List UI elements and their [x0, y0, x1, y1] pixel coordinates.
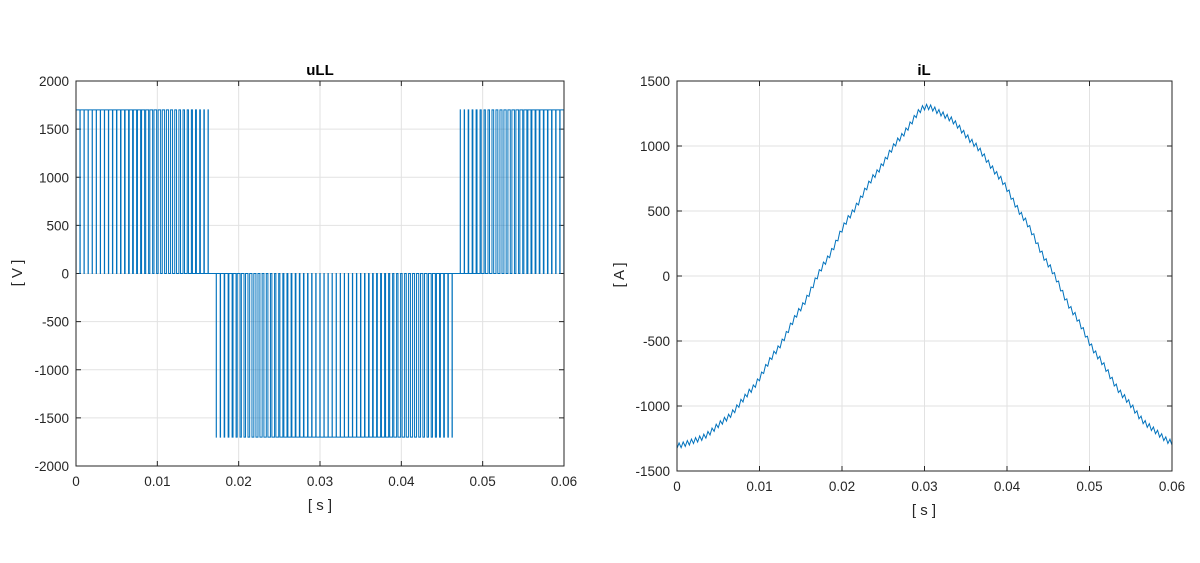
y-tick-label: 0: [61, 267, 69, 282]
ull-series-line: [75, 109, 565, 438]
x-tick-label: 0: [72, 474, 80, 489]
x-tick-label: 0.01: [144, 474, 170, 489]
y-tick-label: -500: [42, 315, 69, 330]
y-tick-label: 1500: [39, 122, 69, 137]
x-tick-label: 0.04: [388, 474, 415, 489]
x-tick-label: 0.03: [307, 474, 333, 489]
chart-il: 0 0.01 0.02 0.03 0.04 0.05 0.06 1500 1000 500 0 -5…: [611, 62, 1185, 519]
y-tick-label: -1500: [34, 411, 69, 426]
y-tick-label: 500: [647, 204, 670, 219]
ull-plot-area: [75, 109, 565, 438]
y-tick-label: 1500: [640, 74, 670, 89]
il-title: iL: [917, 62, 930, 79]
il-series-line: [676, 102, 1173, 449]
ull-title: uLL: [306, 62, 334, 79]
ull-axes-frame: [75, 80, 565, 467]
il-y-tick-labels: 1500 1000 500 0 -500 -1000 -1500: [635, 74, 670, 479]
y-tick-label: 500: [46, 218, 69, 233]
y-tick-label: -1500: [635, 464, 670, 479]
ull-x-axis-label: [ s ]: [308, 497, 332, 514]
x-tick-label: 0.06: [551, 474, 577, 489]
y-tick-label: -1000: [635, 399, 670, 414]
y-tick-label: -1000: [34, 363, 69, 378]
y-tick-label: -500: [643, 334, 670, 349]
ull-y-axis-label: [ V ]: [9, 260, 26, 287]
x-tick-label: 0: [673, 479, 681, 494]
ull-x-tick-labels: 0 0.01 0.02 0.03 0.04 0.05 0.06: [72, 474, 577, 489]
x-tick-label: 0.02: [226, 474, 252, 489]
x-tick-label: 0.04: [994, 479, 1021, 494]
il-plot-area: [676, 102, 1173, 449]
y-tick-label: 0: [662, 269, 670, 284]
ull-y-tick-labels: 2000 1500 1000 500 0 -500 -1000 -1500 -2000: [34, 74, 69, 474]
y-tick-label: 1000: [640, 139, 670, 154]
y-tick-label: -2000: [34, 459, 69, 474]
il-axes-frame: [676, 80, 1173, 472]
il-y-axis-label: [ A ]: [611, 262, 628, 287]
x-tick-label: 0.03: [911, 479, 937, 494]
chart-ull: 0 0.01 0.02 0.03 0.04 0.05 0.06 2000 1500 1000 50…: [9, 62, 577, 514]
x-tick-label: 0.05: [470, 474, 496, 489]
il-grid: [676, 80, 1173, 472]
y-tick-label: 1000: [39, 170, 69, 185]
y-tick-label: 2000: [39, 74, 69, 89]
x-tick-label: 0.02: [829, 479, 855, 494]
x-tick-label: 0.01: [746, 479, 772, 494]
il-x-axis-label: [ s ]: [912, 502, 936, 519]
il-x-tick-labels: 0 0.01 0.02 0.03 0.04 0.05 0.06: [673, 479, 1185, 494]
x-tick-label: 0.05: [1076, 479, 1102, 494]
x-tick-label: 0.06: [1159, 479, 1185, 494]
